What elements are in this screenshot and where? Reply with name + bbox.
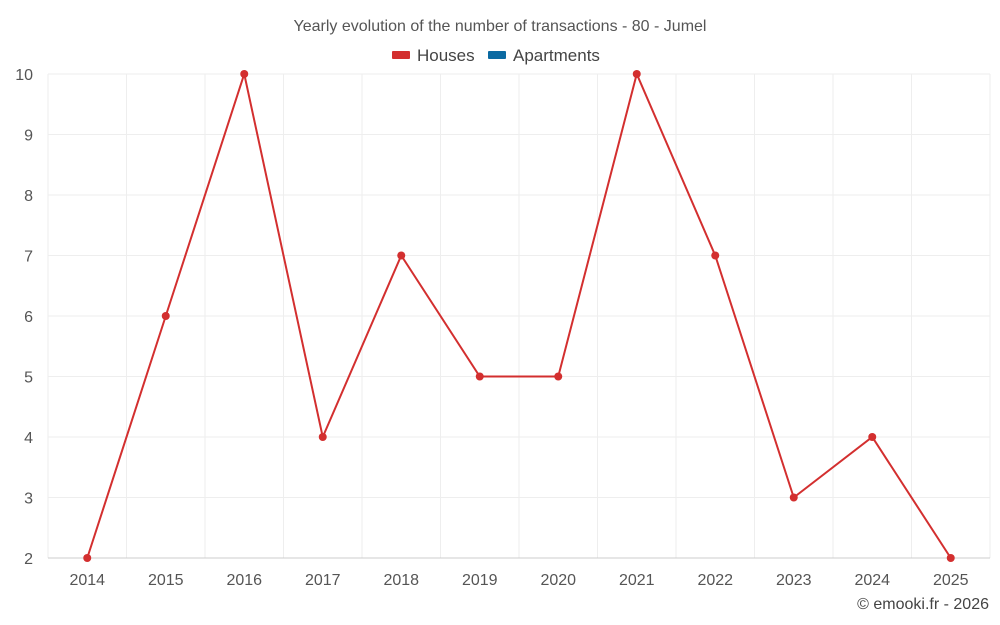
y-tick-label: 3 xyxy=(24,491,33,508)
y-tick-label: 8 xyxy=(24,188,33,205)
data-point-houses[interactable] xyxy=(789,493,798,502)
series-line-houses xyxy=(86,70,952,559)
legend-item-apartments[interactable]: Apartments xyxy=(488,46,600,65)
x-tick-label: 2018 xyxy=(383,572,419,589)
data-point-houses[interactable] xyxy=(946,554,955,562)
data-point-houses[interactable] xyxy=(868,433,877,441)
series-points-houses xyxy=(83,70,955,562)
y-tick-label: 4 xyxy=(24,430,33,447)
x-tick-label: 2022 xyxy=(697,572,733,589)
y-tick-label: 9 xyxy=(24,128,33,145)
x-tick-label: 2015 xyxy=(148,572,184,589)
x-tick-label: 2024 xyxy=(854,572,890,589)
data-point-houses[interactable] xyxy=(397,251,406,260)
legend-item-houses[interactable]: Houses xyxy=(392,46,475,65)
x-tick-label: 2016 xyxy=(226,572,262,589)
y-tick-label: 10 xyxy=(15,67,33,84)
y-axis-ticks: 2 3 4 5 6 7 8 9 10 xyxy=(15,67,33,568)
data-point-houses[interactable] xyxy=(161,312,170,320)
x-tick-label: 2020 xyxy=(540,572,576,589)
data-point-houses[interactable] xyxy=(318,433,327,441)
y-tick-label: 2 xyxy=(24,551,33,568)
legend-label-houses: Houses xyxy=(417,46,475,65)
x-tick-label: 2021 xyxy=(619,572,655,589)
data-point-houses[interactable] xyxy=(83,554,92,562)
data-point-houses[interactable] xyxy=(475,372,484,381)
data-point-houses[interactable] xyxy=(240,70,249,78)
data-point-houses[interactable] xyxy=(711,251,720,260)
x-tick-label: 2014 xyxy=(69,572,105,589)
legend-swatch-houses xyxy=(392,51,410,59)
x-axis-ticks: 2014 2015 2016 2017 2018 2019 2020 2021 2022 2023… xyxy=(69,572,968,589)
x-tick-label: 2017 xyxy=(305,572,341,589)
chart-title: Yearly evolution of the number of transa… xyxy=(294,18,707,35)
legend-label-apartments: Apartments xyxy=(513,46,600,65)
y-tick-label: 6 xyxy=(24,309,33,326)
y-tick-label: 5 xyxy=(24,370,33,387)
legend: Houses Apartments xyxy=(392,46,600,65)
data-point-houses[interactable] xyxy=(632,70,641,78)
legend-swatch-apartments xyxy=(488,51,506,59)
x-tick-label: 2023 xyxy=(776,572,812,589)
data-point-houses[interactable] xyxy=(554,372,563,381)
x-tick-label: 2019 xyxy=(462,572,498,589)
y-tick-label: 7 xyxy=(24,249,33,266)
x-tick-label: 2025 xyxy=(933,572,969,589)
credit-text: © emooki.fr - 2026 xyxy=(857,596,989,613)
